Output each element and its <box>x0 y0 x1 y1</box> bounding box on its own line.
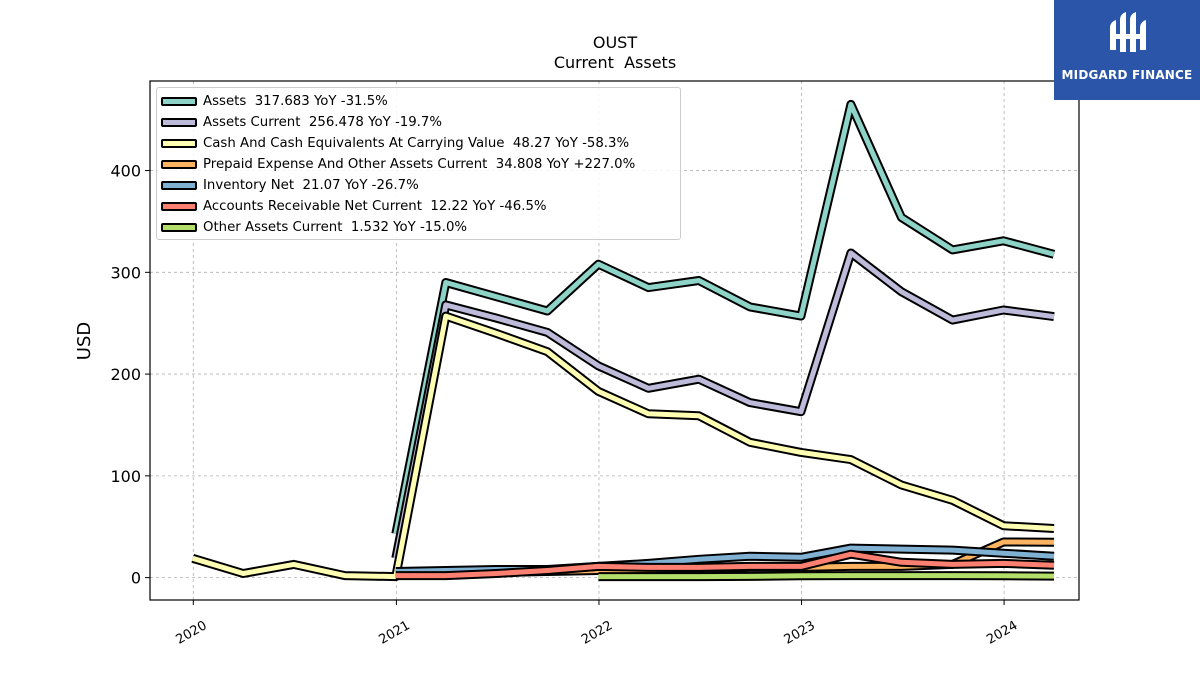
legend-item-inventory: Inventory Net 21.07 YoY -26.7% <box>161 175 419 195</box>
series-line <box>395 549 1055 581</box>
legend-swatch <box>161 222 197 232</box>
series-stroke <box>393 250 1055 559</box>
x-tick-label: 2022 <box>579 618 615 648</box>
y-tick-label: 0 <box>131 569 141 588</box>
brand-mark-icon <box>1110 12 1146 52</box>
series-stroke <box>393 101 1055 535</box>
legend-item-prepaid-expense: Prepaid Expense And Other Assets Current… <box>161 154 635 174</box>
series-line <box>598 571 1055 582</box>
legend-item-assets: Assets 317.683 YoY -31.5% <box>161 91 388 111</box>
y-ticks: 0 100 200 300 400 <box>110 162 150 588</box>
legend-label: Prepaid Expense And Other Assets Current… <box>203 156 636 172</box>
series-line <box>191 311 1055 582</box>
chart-title: OUST <box>593 33 637 52</box>
series-stroke <box>598 573 1055 580</box>
series-line <box>391 248 1055 560</box>
series-outline <box>191 311 1055 582</box>
brand-logo: MIDGARD FINANCE <box>1054 0 1200 100</box>
legend-swatch <box>161 138 197 148</box>
legend-swatch <box>161 96 197 106</box>
legend-swatch <box>161 180 197 190</box>
plot-frame <box>149 80 1080 601</box>
legend-label: Assets 317.683 YoY -31.5% <box>203 93 388 109</box>
legend-label: Cash And Cash Equivalents At Carrying Va… <box>203 135 630 151</box>
legend-label: Inventory Net 21.07 YoY -26.7% <box>203 177 419 193</box>
legend-label: Accounts Receivable Net Current 12.22 Yo… <box>203 198 547 214</box>
y-tick-label: 200 <box>110 365 141 384</box>
y-tick-label: 100 <box>110 467 141 486</box>
legend-label: Other Assets Current 1.532 YoY -15.0% <box>203 219 468 235</box>
series-stroke <box>395 551 1055 579</box>
legend-item-accounts-receivable: Accounts Receivable Net Current 12.22 Yo… <box>161 196 547 216</box>
legend-item-assets-current: Assets Current 256.478 YoY -19.7% <box>161 112 442 132</box>
x-tick-label: 2020 <box>173 618 209 648</box>
series-lines <box>191 99 1056 582</box>
x-tick-label: 2021 <box>377 618 413 648</box>
legend-swatch <box>161 201 197 211</box>
brand-name: MIDGARD FINANCE <box>1061 68 1193 82</box>
chart-legend: Assets 317.683 YoY -31.5% Assets Current… <box>156 87 681 240</box>
legend-item-cash: Cash And Cash Equivalents At Carrying Va… <box>161 133 629 153</box>
legend-label: Assets Current 256.478 YoY -19.7% <box>203 114 442 130</box>
y-tick-label: 400 <box>110 162 141 181</box>
y-tick-label: 300 <box>110 263 141 282</box>
legend-swatch <box>161 159 197 169</box>
legend-item-other-assets: Other Assets Current 1.532 YoY -15.0% <box>161 217 467 237</box>
series-line <box>391 99 1056 535</box>
chart-subtitle: Current Assets <box>554 53 676 72</box>
x-tick-label: 2024 <box>984 618 1020 648</box>
x-ticks: 2020 2021 2022 2023 2024 <box>173 600 1020 648</box>
series-stroke <box>191 313 1055 580</box>
x-tick-label: 2023 <box>782 618 818 648</box>
y-axis-label: USD <box>74 322 95 360</box>
legend-swatch <box>161 117 197 127</box>
